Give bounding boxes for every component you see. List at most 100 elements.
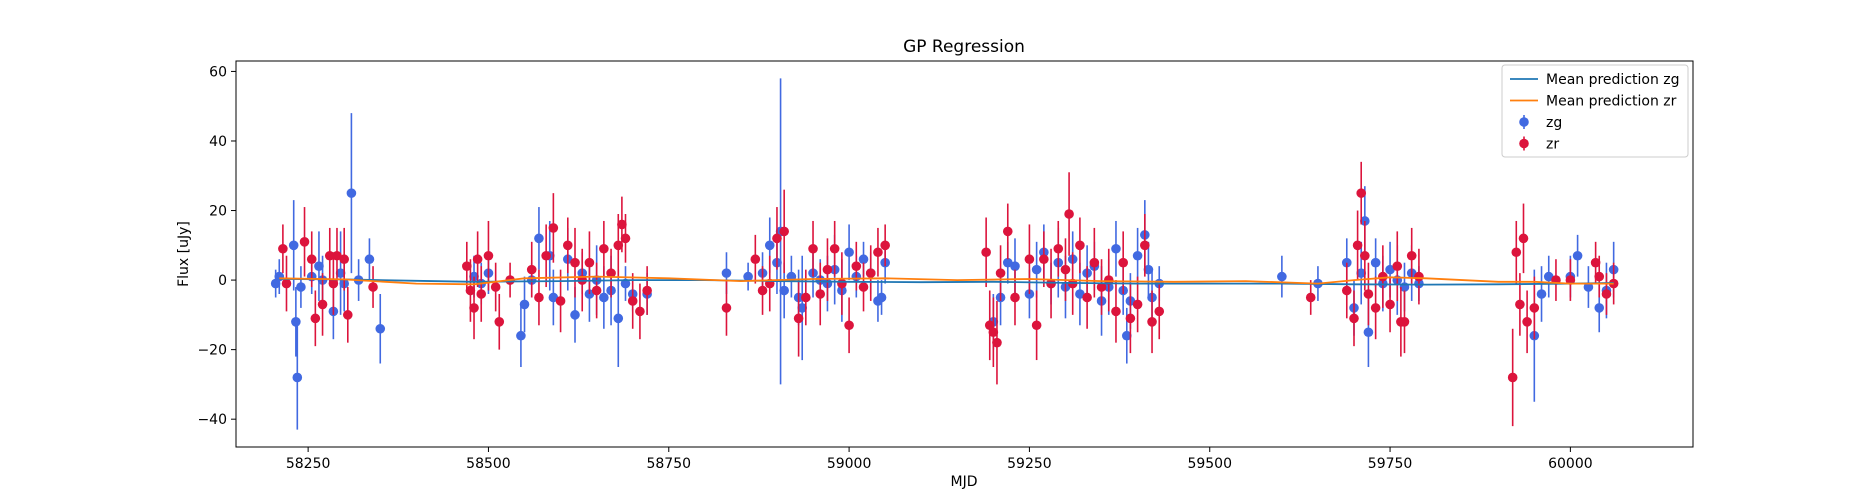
data-point-zg	[1111, 220, 1121, 277]
data-point-zr	[1356, 161, 1367, 225]
marker	[570, 310, 580, 320]
marker	[613, 240, 624, 251]
data-point-zg	[876, 280, 887, 315]
data-point-zg	[1583, 266, 1594, 308]
data-point-zr	[584, 231, 595, 294]
data-point-zg	[346, 113, 357, 274]
legend-entry-zr: zr	[1519, 136, 1559, 153]
data-point-zg	[296, 266, 306, 308]
data-point-zr	[332, 227, 342, 284]
marker	[858, 282, 869, 292]
data-point-zr	[591, 262, 602, 319]
data-point-zr	[1154, 283, 1165, 340]
marker	[1392, 261, 1403, 271]
data-point-zr	[548, 193, 559, 263]
data-point-zr	[534, 269, 544, 326]
data-point-zg	[1356, 241, 1367, 305]
data-point-zg	[288, 200, 299, 291]
data-point-zr	[1370, 276, 1381, 340]
marker	[1572, 250, 1583, 261]
marker	[364, 254, 375, 265]
marker	[483, 250, 494, 261]
marker	[844, 247, 854, 258]
data-point-zr	[721, 280, 732, 336]
marker	[1385, 299, 1395, 310]
data-point-zr	[555, 269, 566, 333]
marker	[1096, 282, 1107, 292]
data-point-zg	[1132, 227, 1143, 284]
data-point-zr	[494, 293, 505, 350]
x-tick-label: 59000	[827, 456, 872, 472]
plot-frame	[235, 60, 1694, 448]
marker	[1053, 243, 1064, 254]
x-axis: 58250 58500 58750 59000 59250 59500 59750 60000	[286, 447, 1593, 472]
marker	[620, 233, 631, 244]
marker	[562, 240, 573, 251]
marker	[808, 243, 818, 254]
marker	[1060, 264, 1071, 275]
data-point-zr	[750, 234, 761, 284]
x-tick-label: 59500	[1187, 456, 1232, 472]
marker	[779, 226, 789, 237]
x-tick-label: 58500	[466, 456, 511, 472]
marker	[1010, 292, 1020, 303]
data-point-zr	[1075, 217, 1085, 274]
marker	[335, 268, 346, 278]
legend-entry-mean-prediction-zg: Mean prediction zg	[1510, 72, 1680, 88]
data-point-zr	[1140, 214, 1150, 277]
marker	[292, 372, 303, 383]
marker	[1118, 257, 1128, 268]
data-point-zr	[1305, 280, 1316, 315]
marker	[1002, 257, 1013, 268]
marker	[873, 247, 883, 258]
x-tick-label: 58250	[286, 456, 331, 472]
data-point-zr	[815, 262, 826, 326]
marker	[281, 278, 292, 289]
data-point-zg	[335, 231, 346, 315]
data-point-zr	[306, 231, 317, 288]
data-point-zr	[281, 255, 292, 312]
marker	[1378, 271, 1388, 282]
data-point-zr	[490, 262, 501, 312]
marker	[772, 233, 782, 244]
marker	[584, 289, 595, 299]
marker	[1601, 289, 1612, 299]
marker	[526, 264, 537, 275]
data-point-zr	[526, 241, 537, 298]
marker	[1363, 327, 1374, 338]
data-point-zg	[844, 224, 854, 281]
marker	[278, 243, 288, 254]
data-point-zr	[779, 189, 789, 274]
marker	[1565, 275, 1576, 285]
data-point-zg	[1143, 241, 1154, 298]
marker	[642, 285, 652, 296]
marker	[815, 289, 826, 299]
marker	[1082, 292, 1092, 303]
marker	[1414, 271, 1424, 282]
marker	[469, 303, 479, 313]
data-point-zr	[1147, 290, 1157, 354]
data-point-zr	[476, 266, 487, 322]
marker	[465, 285, 476, 296]
marker	[1125, 313, 1136, 324]
marker	[837, 278, 847, 289]
marker	[876, 292, 887, 303]
marker	[1024, 289, 1035, 299]
marker	[1399, 317, 1410, 327]
marker	[314, 261, 324, 271]
marker	[721, 303, 732, 313]
marker	[1522, 317, 1532, 327]
marker	[793, 313, 804, 324]
data-point-zr	[981, 217, 991, 288]
data-point-zg	[1572, 234, 1583, 277]
data-point-zr	[858, 262, 869, 312]
data-point-zr	[992, 300, 1002, 385]
data-point-zg	[516, 304, 526, 368]
marker	[368, 282, 378, 292]
data-point-zr	[562, 217, 573, 274]
data-point-zg	[314, 231, 324, 301]
data-point-zr	[1132, 276, 1143, 333]
data-point-zr	[310, 290, 321, 347]
data-point-zr	[1002, 203, 1013, 260]
